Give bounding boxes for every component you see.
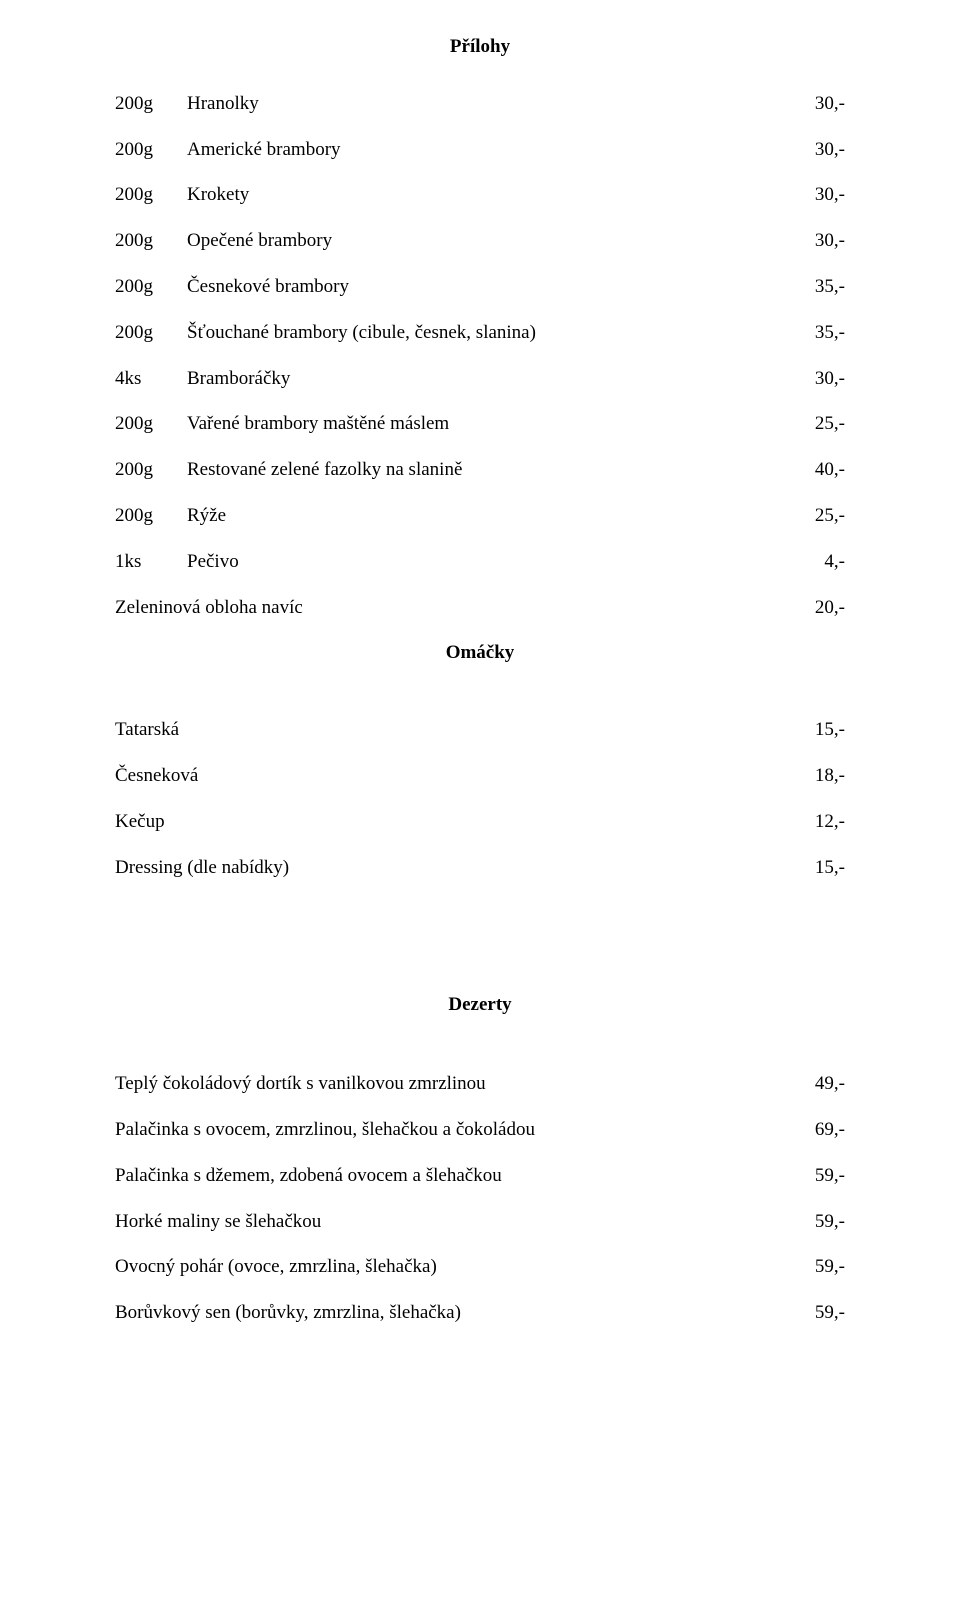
item-qty: 200g <box>115 184 187 207</box>
menu-row: 1ks Pečivo 4,- <box>115 551 845 574</box>
spacer <box>115 902 845 994</box>
item-desc: Americké brambory <box>187 139 785 162</box>
item-price: 59,- <box>785 1165 845 1188</box>
menu-row: 200g Hranolky 30,- <box>115 93 845 116</box>
item-price: 30,- <box>785 184 845 207</box>
item-qty: 200g <box>115 230 187 253</box>
item-desc: Česneková <box>115 765 785 788</box>
menu-row: Zeleninová obloha navíc 20,- <box>115 597 845 620</box>
item-price: 15,- <box>785 719 845 742</box>
item-price: 35,- <box>785 322 845 345</box>
section-title-sides: Přílohy <box>115 36 845 59</box>
item-price: 20,- <box>785 597 845 620</box>
item-price: 69,- <box>785 1119 845 1142</box>
item-desc: Palačinka s ovocem, zmrzlinou, šlehačkou… <box>115 1119 785 1142</box>
item-desc: Borůvkový sen (borůvky, zmrzlina, šlehač… <box>115 1302 785 1325</box>
item-qty: 200g <box>115 505 187 528</box>
item-qty: 200g <box>115 139 187 162</box>
section-title-desserts: Dezerty <box>115 994 845 1017</box>
item-desc: Palačinka s džemem, zdobená ovocem a šle… <box>115 1165 785 1188</box>
menu-row: Ovocný pohár (ovoce, zmrzlina, šlehačka)… <box>115 1256 845 1279</box>
item-qty: 200g <box>115 459 187 482</box>
item-desc: Opečené brambory <box>187 230 785 253</box>
menu-row: 200g Americké brambory 30,- <box>115 139 845 162</box>
item-desc: Šťouchané brambory (cibule, česnek, slan… <box>187 322 785 345</box>
menu-row: Teplý čokoládový dortík s vanilkovou zmr… <box>115 1073 845 1096</box>
item-price: 40,- <box>785 459 845 482</box>
item-price: 25,- <box>785 413 845 436</box>
menu-row: Tatarská 15,- <box>115 719 845 742</box>
item-price: 59,- <box>785 1256 845 1279</box>
item-price: 4,- <box>785 551 845 574</box>
menu-row: Dressing (dle nabídky) 15,- <box>115 857 845 880</box>
item-qty: 1ks <box>115 551 187 574</box>
item-desc: Krokety <box>187 184 785 207</box>
item-price: 30,- <box>785 368 845 391</box>
item-price: 59,- <box>785 1211 845 1234</box>
item-desc: Hranolky <box>187 93 785 116</box>
item-price: 30,- <box>785 139 845 162</box>
item-price: 15,- <box>785 857 845 880</box>
menu-row: Palačinka s ovocem, zmrzlinou, šlehačkou… <box>115 1119 845 1142</box>
item-qty: 200g <box>115 276 187 299</box>
menu-row: 200g Restované zelené fazolky na slanině… <box>115 459 845 482</box>
item-desc: Restované zelené fazolky na slanině <box>187 459 785 482</box>
item-price: 18,- <box>785 765 845 788</box>
item-price: 25,- <box>785 505 845 528</box>
item-qty: 200g <box>115 93 187 116</box>
menu-row: Kečup 12,- <box>115 811 845 834</box>
menu-row: 200g Šťouchané brambory (cibule, česnek,… <box>115 322 845 345</box>
item-desc: Teplý čokoládový dortík s vanilkovou zmr… <box>115 1073 785 1096</box>
menu-row: 4ks Bramboráčky 30,- <box>115 368 845 391</box>
menu-row: Borůvkový sen (borůvky, zmrzlina, šlehač… <box>115 1302 845 1325</box>
menu-row: 200g Česnekové brambory 35,- <box>115 276 845 299</box>
item-desc: Rýže <box>187 505 785 528</box>
item-price: 30,- <box>785 93 845 116</box>
menu-row: Česneková 18,- <box>115 765 845 788</box>
item-desc: Tatarská <box>115 719 785 742</box>
item-price: 30,- <box>785 230 845 253</box>
item-desc: Zeleninová obloha navíc <box>115 597 785 620</box>
menu-row: 200g Opečené brambory 30,- <box>115 230 845 253</box>
item-desc: Bramboráčky <box>187 368 785 391</box>
item-desc: Ovocný pohár (ovoce, zmrzlina, šlehačka) <box>115 1256 785 1279</box>
item-desc: Kečup <box>115 811 785 834</box>
item-price: 12,- <box>785 811 845 834</box>
menu-row: 200g Krokety 30,- <box>115 184 845 207</box>
item-price: 59,- <box>785 1302 845 1325</box>
menu-page: Přílohy 200g Hranolky 30,- 200g Americké… <box>0 0 960 1408</box>
item-desc: Dressing (dle nabídky) <box>115 857 785 880</box>
item-qty: 200g <box>115 413 187 436</box>
item-price: 49,- <box>785 1073 845 1096</box>
menu-row: 200g Vařené brambory maštěné máslem 25,- <box>115 413 845 436</box>
item-desc: Česnekové brambory <box>187 276 785 299</box>
item-desc: Vařené brambory maštěné máslem <box>187 413 785 436</box>
item-qty: 4ks <box>115 368 187 391</box>
menu-row: Palačinka s džemem, zdobená ovocem a šle… <box>115 1165 845 1188</box>
menu-row: Horké maliny se šlehačkou 59,- <box>115 1211 845 1234</box>
item-qty: 200g <box>115 322 187 345</box>
item-price: 35,- <box>785 276 845 299</box>
item-desc: Horké maliny se šlehačkou <box>115 1211 785 1234</box>
menu-row: 200g Rýže 25,- <box>115 505 845 528</box>
item-desc: Pečivo <box>187 551 785 574</box>
section-title-sauces: Omáčky <box>115 642 845 665</box>
